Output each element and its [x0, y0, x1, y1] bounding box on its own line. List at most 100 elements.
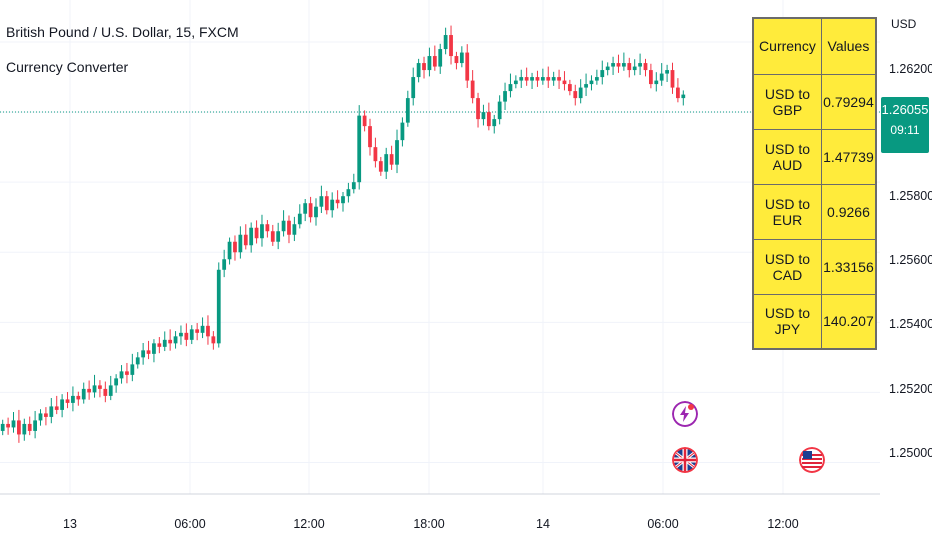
time-label: 06:00: [174, 517, 206, 531]
candle: [654, 72, 659, 92]
candle: [627, 57, 632, 78]
candle: [243, 224, 248, 250]
candle-body: [659, 73, 664, 81]
candle-body: [0, 423, 5, 431]
candle: [260, 214, 264, 247]
time-label: 12:00: [293, 517, 325, 531]
candle: [146, 340, 151, 360]
candle: [33, 410, 38, 439]
candle-body: [486, 112, 491, 127]
candle: [357, 105, 362, 190]
price-axis-unit[interactable]: USD: [891, 17, 917, 31]
candle-body: [249, 227, 254, 246]
candle-body: [422, 63, 426, 71]
candle-body: [389, 154, 394, 165]
candle: [351, 173, 356, 194]
candle: [400, 117, 405, 147]
candle: [476, 92, 480, 128]
candles: [0, 25, 686, 443]
candle: [621, 52, 626, 71]
candle: [335, 190, 340, 209]
candle-body: [594, 77, 599, 81]
candle: [308, 196, 313, 223]
candle-body: [400, 122, 405, 141]
candle-body: [22, 423, 27, 435]
candle: [54, 395, 59, 415]
candle: [589, 75, 594, 91]
candle: [38, 409, 43, 426]
candle-body: [108, 385, 113, 396]
candle: [27, 416, 32, 436]
candle-body: [681, 94, 686, 99]
candle: [76, 391, 81, 406]
candle-body: [227, 241, 232, 260]
candle: [384, 147, 389, 180]
candle-body: [584, 84, 588, 88]
candle: [65, 392, 70, 409]
candle: [179, 325, 183, 345]
candle-body: [17, 420, 21, 435]
candle: [638, 53, 642, 75]
candle-body: [540, 77, 545, 81]
candle: [492, 114, 497, 134]
candle: [92, 374, 97, 398]
candle-body: [303, 203, 308, 214]
candle-body: [508, 84, 513, 92]
candle-body: [465, 52, 470, 81]
candle: [551, 71, 556, 86]
candle-body: [238, 234, 243, 253]
candle: [200, 317, 205, 339]
candle: [184, 323, 189, 347]
time-label: 12:00: [767, 517, 799, 531]
candle-body: [60, 399, 65, 410]
candle: [195, 323, 200, 341]
value-cell: 1.47739: [820, 128, 877, 185]
value-cell: 0.9266: [820, 183, 877, 240]
candle: [648, 63, 653, 89]
candle: [216, 262, 221, 348]
pair-cell: USD to GBP: [752, 73, 822, 130]
time-label: 06:00: [647, 517, 679, 531]
candle-body: [432, 56, 437, 67]
candle: [681, 90, 686, 106]
candle-body: [476, 98, 480, 120]
candle-body: [54, 406, 59, 410]
us-flag-icon[interactable]: [799, 447, 825, 473]
candle: [465, 44, 470, 88]
indicator-name[interactable]: Currency Converter: [6, 59, 129, 75]
candle: [524, 67, 529, 86]
candle-body: [551, 77, 556, 81]
candle: [665, 64, 669, 82]
pair-cell: USD to CAD: [752, 238, 822, 295]
candle-body: [546, 77, 551, 81]
lightning-event-icon[interactable]: [672, 401, 698, 427]
column-header-currency: Currency: [752, 17, 822, 75]
symbol-title[interactable]: British Pound / U.S. Dollar, 15, FXCM: [6, 24, 239, 40]
candle-body: [481, 112, 486, 120]
candle-body: [627, 63, 632, 71]
candle-body: [119, 371, 124, 379]
candle-body: [98, 385, 102, 389]
candle-body: [616, 63, 621, 67]
candle-body: [195, 329, 200, 333]
candle: [98, 380, 102, 398]
candle: [443, 27, 448, 55]
uk-flag-icon[interactable]: [672, 447, 698, 473]
candle: [287, 215, 291, 244]
candle-body: [519, 77, 524, 81]
candle: [319, 185, 324, 214]
candle-body: [648, 70, 653, 85]
candle: [573, 84, 578, 106]
candle: [108, 375, 113, 401]
candle: [222, 249, 227, 278]
candle-body: [449, 35, 453, 57]
candle: [438, 43, 443, 74]
candle: [557, 69, 561, 89]
candle: [411, 67, 416, 106]
candle-body: [341, 196, 345, 204]
candle: [206, 315, 210, 345]
candle-body: [530, 77, 534, 81]
candle-body: [152, 343, 156, 354]
candle-body: [665, 70, 669, 74]
candle-body: [141, 350, 146, 358]
